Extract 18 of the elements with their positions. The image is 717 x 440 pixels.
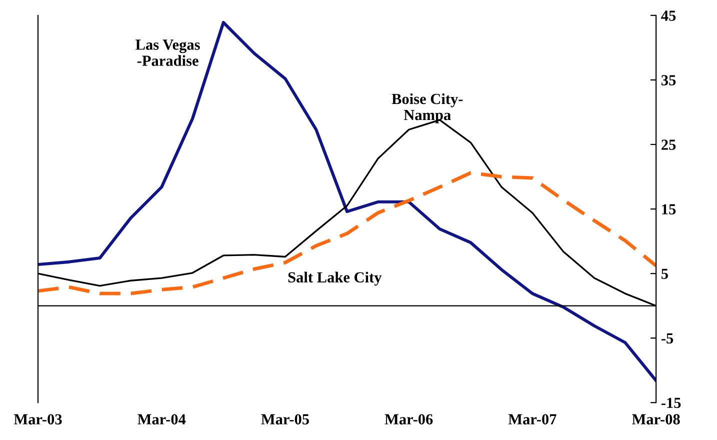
y-tick-label: 45 <box>661 10 676 21</box>
line-series <box>38 20 656 382</box>
series-label: Las Vegas -Paradise <box>136 40 200 66</box>
y-tick-label: 5 <box>662 268 668 279</box>
x-tick-label: Mar-03 <box>14 414 62 424</box>
y-tick-label: 35 <box>661 75 676 86</box>
x-tick-label: Mar-08 <box>632 414 680 424</box>
x-tick-label: Mar-07 <box>508 414 556 424</box>
x-tick-label: Mar-06 <box>384 414 433 424</box>
line-series <box>38 171 656 296</box>
y-tick-label: -5 <box>661 333 674 344</box>
x-tick-label: Mar-05 <box>261 414 309 424</box>
y-tick-label: -15 <box>661 398 681 408</box>
x-tick-label: Mar-04 <box>138 414 186 424</box>
y-tick-label: 25 <box>662 140 676 150</box>
series-label: Salt Lake City <box>288 272 382 286</box>
y-tick-label: 15 <box>662 204 676 214</box>
series-label: Boise City- Nampa <box>392 93 463 124</box>
